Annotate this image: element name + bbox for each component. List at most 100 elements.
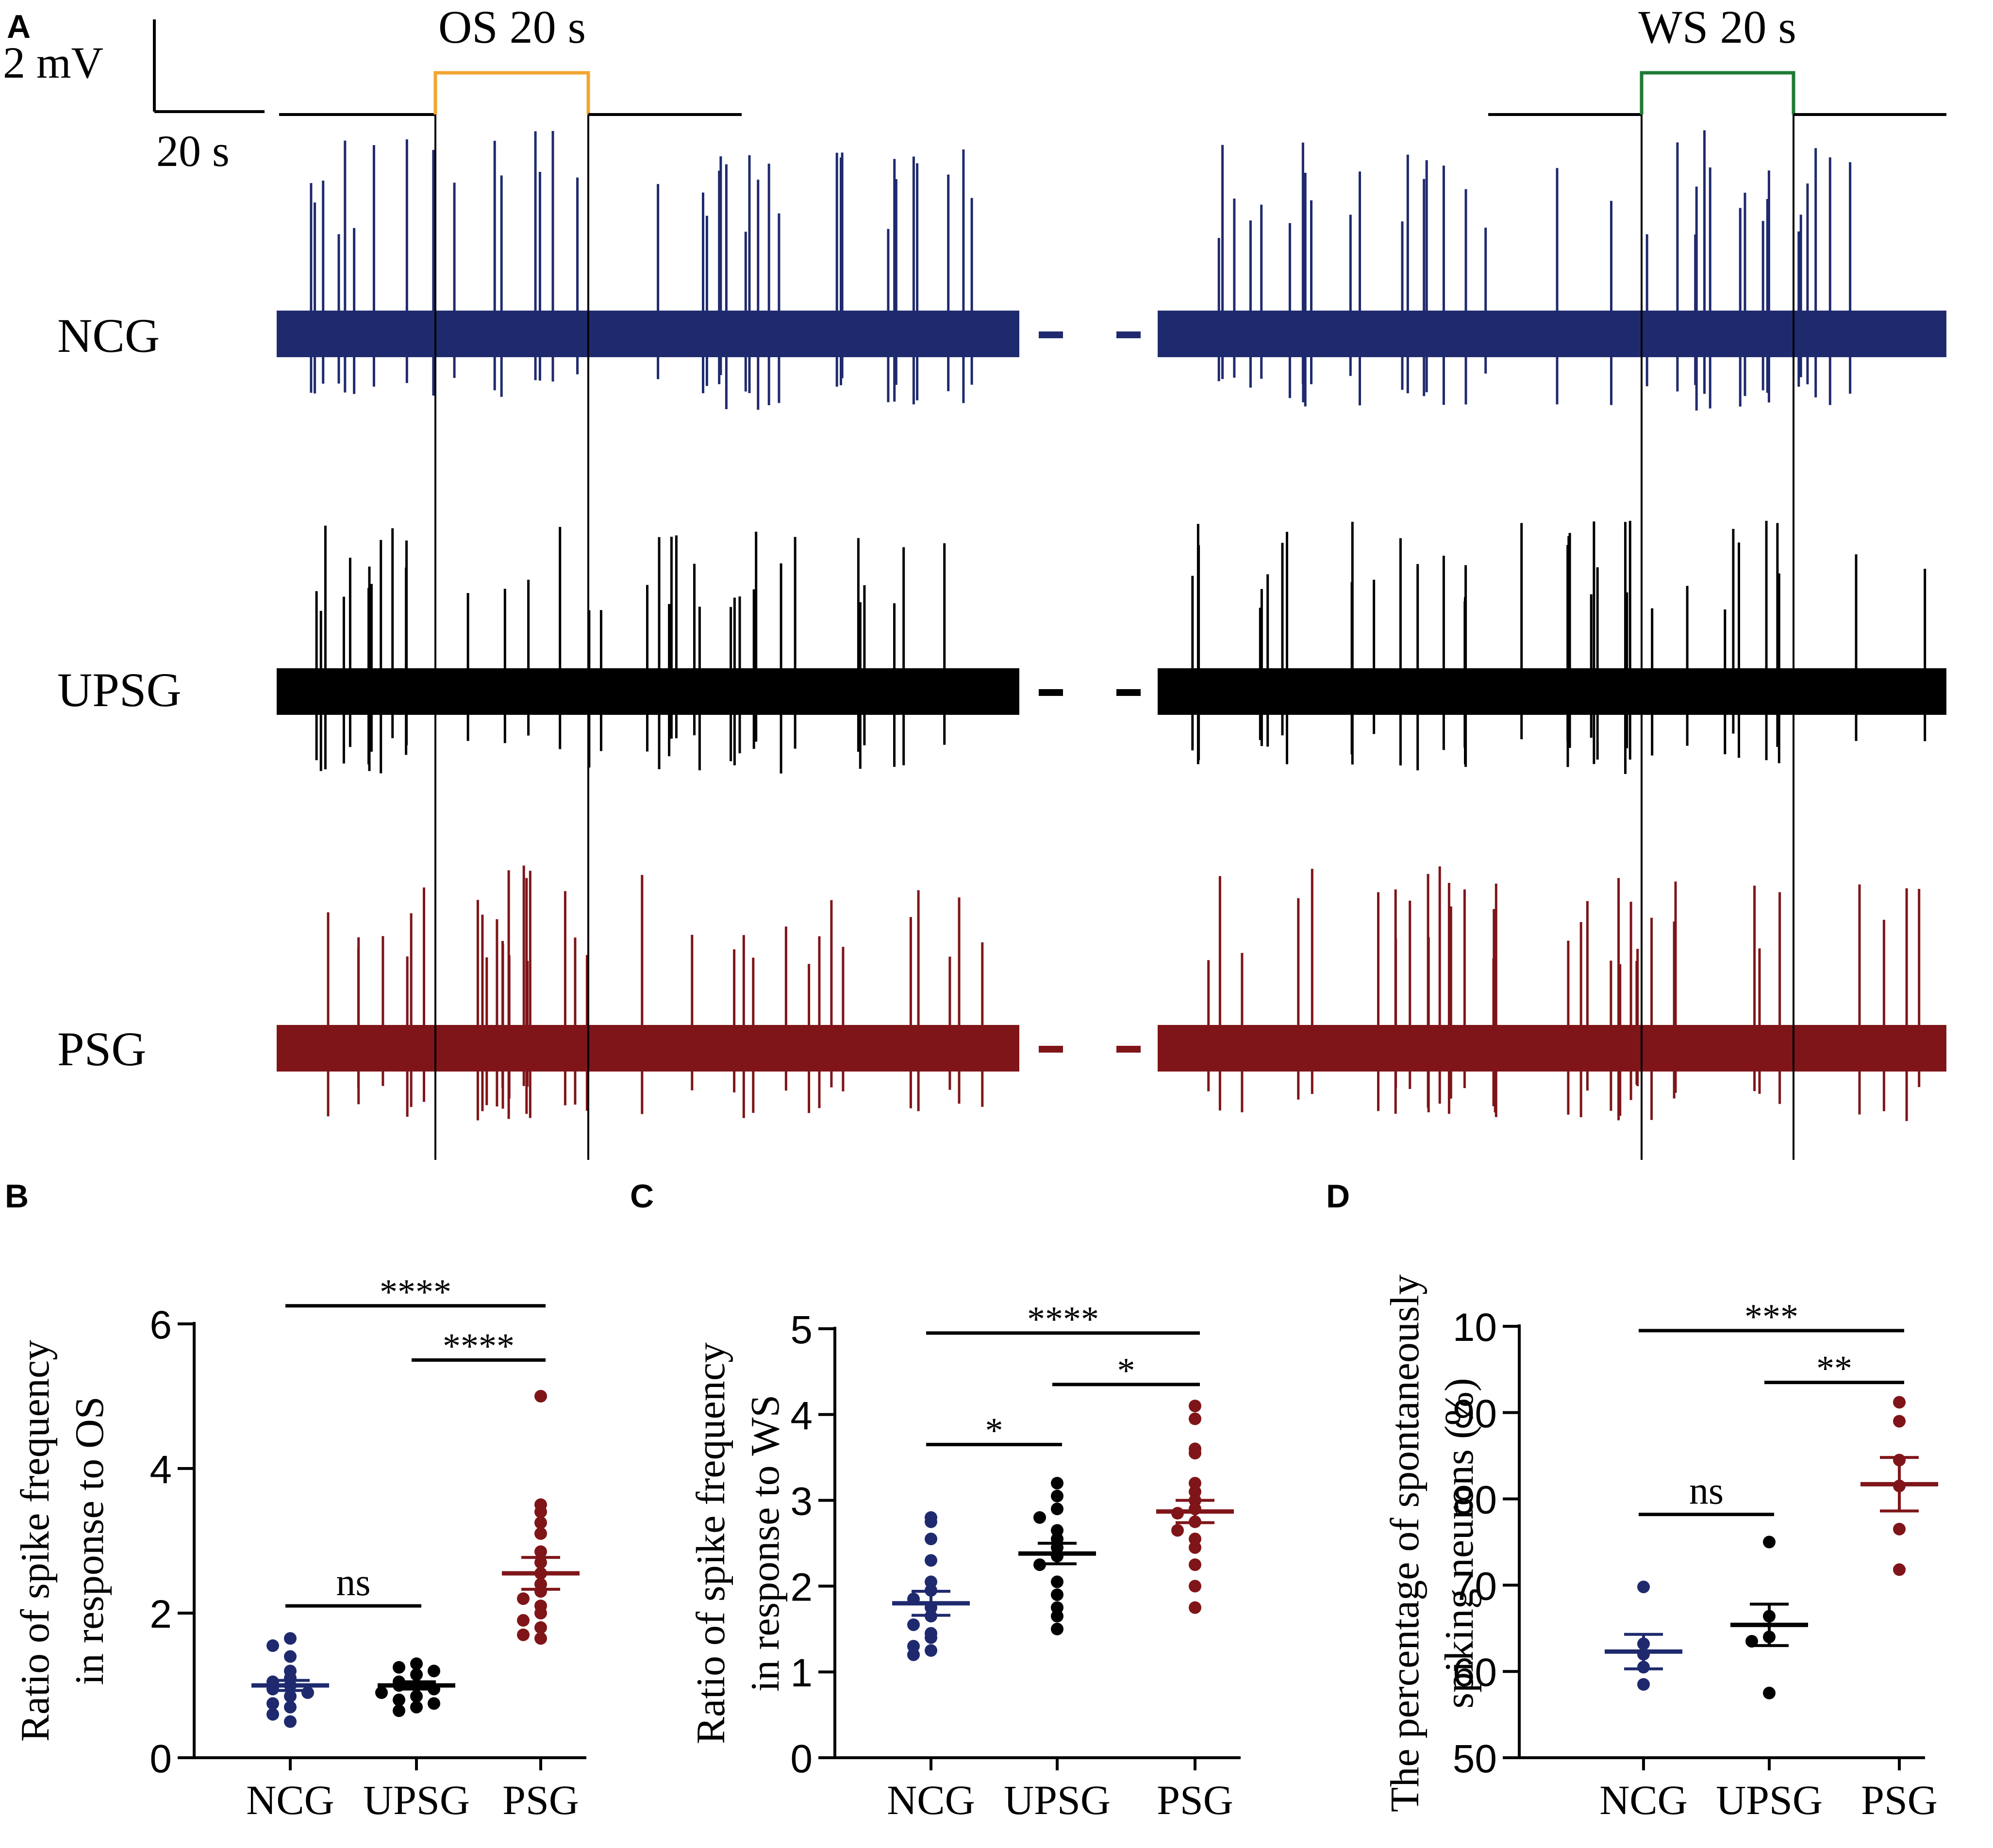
- y-axis-label: spiking neurons (%): [1437, 1378, 1482, 1708]
- data-point: [301, 1686, 314, 1699]
- y-tick-label: 60: [1453, 1650, 1497, 1695]
- significance-label: ****: [443, 1327, 515, 1367]
- data-point: [517, 1592, 530, 1605]
- data-point: [1893, 1415, 1906, 1428]
- trace-ncg-baseline-0: [277, 311, 1019, 357]
- scale-bar-voltage-label: 2 mV: [3, 38, 103, 87]
- data-point: [1189, 1601, 1201, 1614]
- x-tick-label: PSG: [1861, 1777, 1938, 1823]
- data-point: [1051, 1502, 1063, 1516]
- data-point: [925, 1644, 937, 1657]
- y-tick-label: 1: [790, 1651, 813, 1695]
- data-point: [925, 1515, 937, 1528]
- trace-upsg-spikes-1: [1191, 521, 1927, 774]
- data-point: [534, 1632, 547, 1645]
- data-point: [534, 1607, 547, 1619]
- x-tick-label: PSG: [1157, 1777, 1233, 1823]
- x-tick-label: UPSG: [1716, 1777, 1823, 1823]
- x-tick-label: NCG: [246, 1777, 334, 1823]
- chart-c: 0 1 2 3 4 5 NCG UPSG PSG Ratio of spike frequency…: [688, 1300, 1241, 1823]
- data-point: [1051, 1575, 1063, 1588]
- data-point: [1189, 1447, 1201, 1460]
- series-upsg: [1730, 1535, 1808, 1700]
- significance-label: ****: [380, 1272, 451, 1312]
- y-tick-label: 5: [790, 1308, 813, 1352]
- data-point: [534, 1390, 547, 1402]
- significance-label: ***: [1744, 1297, 1798, 1337]
- data-point: [1051, 1489, 1063, 1502]
- y-axis-label: The percentage of spontaneously: [1382, 1274, 1428, 1812]
- trace-label-upsg: UPSG: [57, 663, 182, 717]
- trace-ncg: [277, 130, 1946, 411]
- series-psg: [502, 1390, 580, 1645]
- data-point: [284, 1700, 297, 1714]
- trace-ncg-spikes-0: [310, 131, 973, 410]
- series-psg: [1860, 1396, 1938, 1576]
- scale-bar-time-label: 20 s: [156, 126, 230, 176]
- data-point: [375, 1686, 388, 1699]
- data-point: [1051, 1588, 1063, 1601]
- trace-ncg-spikes-1: [1217, 130, 1852, 411]
- data-point: [1189, 1400, 1201, 1413]
- series-upsg: [1018, 1477, 1096, 1635]
- data-point: [1189, 1412, 1201, 1425]
- significance-label: ****: [1027, 1300, 1099, 1339]
- data-point: [1637, 1580, 1650, 1593]
- ws-stimulus-marker: [1488, 71, 1946, 116]
- y-axis-label: Ratio of spike frequency: [688, 1342, 733, 1744]
- data-point: [517, 1628, 530, 1641]
- trace-upsg: [277, 521, 1946, 774]
- data-point: [393, 1693, 405, 1706]
- data-point: [410, 1657, 423, 1670]
- ws-stimulus-label: WS 20 s: [1638, 1, 1796, 53]
- y-tick-label: 4: [790, 1394, 813, 1438]
- panel-d-letter: D: [1326, 1178, 1350, 1215]
- y-tick-label: 70: [1453, 1564, 1497, 1608]
- panel-a: A 2 mV 20 s OS 20 s WS 20 s NCG UPSG PSG: [3, 1, 1946, 1160]
- series-psg: [1156, 1400, 1234, 1614]
- y-tick-label: 4: [149, 1448, 172, 1492]
- data-point: [428, 1697, 440, 1710]
- data-point: [1893, 1522, 1906, 1535]
- data-point: [1189, 1580, 1201, 1593]
- series-ncg: [251, 1632, 329, 1728]
- y-tick-label: 80: [1453, 1478, 1497, 1522]
- data-point: [410, 1700, 423, 1714]
- data-point: [410, 1690, 423, 1703]
- y-tick-label: 10: [1453, 1305, 1497, 1350]
- x-tick-label: PSG: [502, 1777, 579, 1823]
- data-point: [534, 1621, 547, 1634]
- x-tick-label: NCG: [1599, 1777, 1688, 1823]
- panel-b-letter: B: [5, 1178, 29, 1215]
- trace-label-ncg: NCG: [57, 309, 160, 363]
- significance-label: ns: [336, 1561, 370, 1604]
- trace-psg-baseline-1: [1158, 1025, 1946, 1072]
- data-point: [266, 1697, 279, 1710]
- data-point: [1051, 1477, 1063, 1490]
- data-point: [1637, 1678, 1650, 1691]
- series-ncg: [1605, 1580, 1682, 1691]
- y-tick-label: 3: [790, 1480, 813, 1524]
- y-tick-label: 50: [1453, 1737, 1497, 1781]
- significance-label: *: [1117, 1351, 1135, 1391]
- y-tick-label: 6: [149, 1303, 172, 1347]
- chart-b: 0 2 4 6 NCG UPSG PSG Ratio of spike frequency in…: [13, 1272, 586, 1823]
- y-tick-label: 0: [149, 1737, 172, 1781]
- data-point: [428, 1665, 440, 1678]
- chart-d: 50 60 70 80 90 10 NCG UPSG PSG The percentage of …: [1382, 1274, 1938, 1823]
- data-point: [266, 1708, 279, 1721]
- y-tick-label: 2: [790, 1565, 813, 1609]
- trace-upsg-spikes-0: [315, 526, 946, 774]
- x-tick-label: UPSG: [363, 1777, 470, 1823]
- data-point: [517, 1614, 530, 1627]
- data-point: [534, 1527, 547, 1540]
- data-point: [925, 1533, 937, 1546]
- data-point: [393, 1704, 405, 1717]
- data-point: [907, 1648, 920, 1661]
- data-point: [907, 1618, 920, 1631]
- panel-a-letter: A: [7, 8, 31, 45]
- data-point: [1171, 1524, 1184, 1537]
- y-tick-label: 2: [149, 1592, 172, 1636]
- y-axis-label: in response to OS: [67, 1397, 112, 1685]
